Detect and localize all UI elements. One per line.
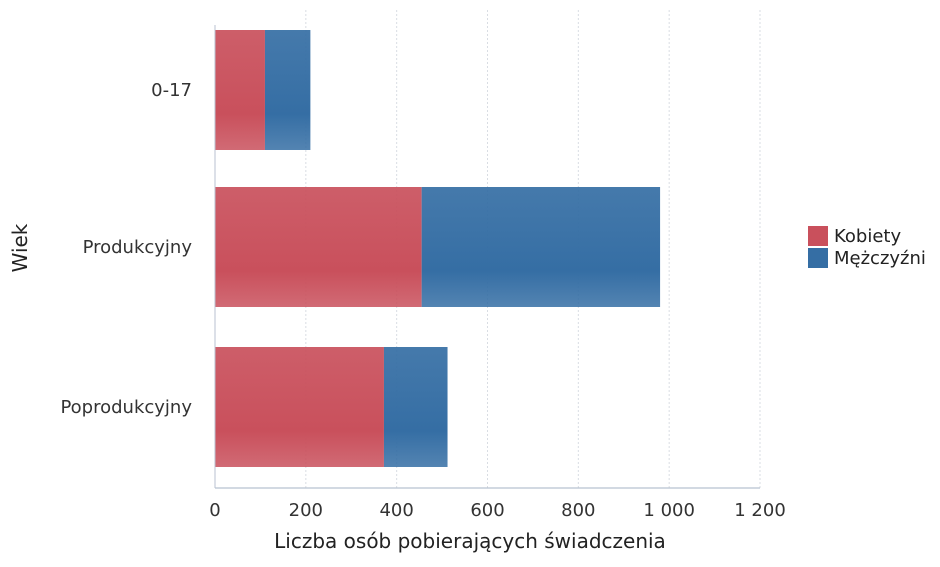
x-tick-label: 1 000 — [643, 500, 695, 521]
x-tick-label: 400 — [379, 500, 413, 521]
legend-label: Mężczyźni — [834, 248, 926, 269]
x-tick-labels: 0 200 400 600 800 1 000 1 200 — [209, 500, 785, 521]
bar-mężczyźni-1 — [421, 187, 661, 307]
category-label: Poprodukcyjny — [60, 397, 192, 418]
bar-kobiety-2 — [215, 347, 384, 467]
x-tick-label: 1 200 — [734, 500, 786, 521]
axes — [214, 25, 760, 489]
x-tick-label: 600 — [470, 500, 504, 521]
bar-mężczyźni-2 — [383, 347, 448, 467]
legend-swatch-kobiety — [808, 226, 828, 246]
bar-kobiety-0 — [215, 30, 265, 150]
category-label: Produkcyjny — [83, 237, 193, 258]
bar-mężczyźni-0 — [264, 30, 311, 150]
category-label: 0-17 — [151, 80, 192, 101]
x-tick-label: 800 — [561, 500, 595, 521]
category-labels: 0-17 Produkcyjny Poprodukcyjny — [60, 80, 192, 418]
x-tick-label: 0 — [209, 500, 220, 521]
bars — [215, 30, 661, 467]
legend-label: Kobiety — [834, 226, 901, 247]
x-tick-label: 200 — [289, 500, 323, 521]
y-axis-title: Wiek — [8, 223, 32, 272]
bar-kobiety-1 — [215, 187, 422, 307]
x-axis-title: Liczba osób pobierających świadczenia — [274, 529, 666, 553]
legend-swatch-mężczyźni — [808, 248, 828, 268]
